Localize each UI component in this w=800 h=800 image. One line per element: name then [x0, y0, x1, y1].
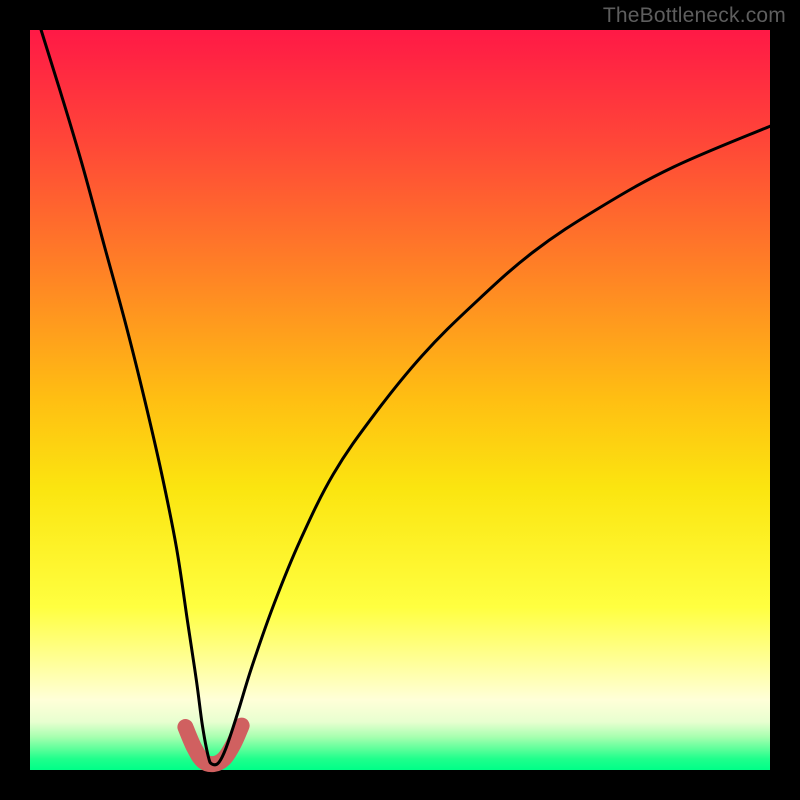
bottleneck-curve: [30, 0, 770, 765]
curve-layer: [30, 30, 770, 770]
watermark-text: TheBottleneck.com: [603, 4, 786, 28]
chart-container: [30, 30, 770, 770]
